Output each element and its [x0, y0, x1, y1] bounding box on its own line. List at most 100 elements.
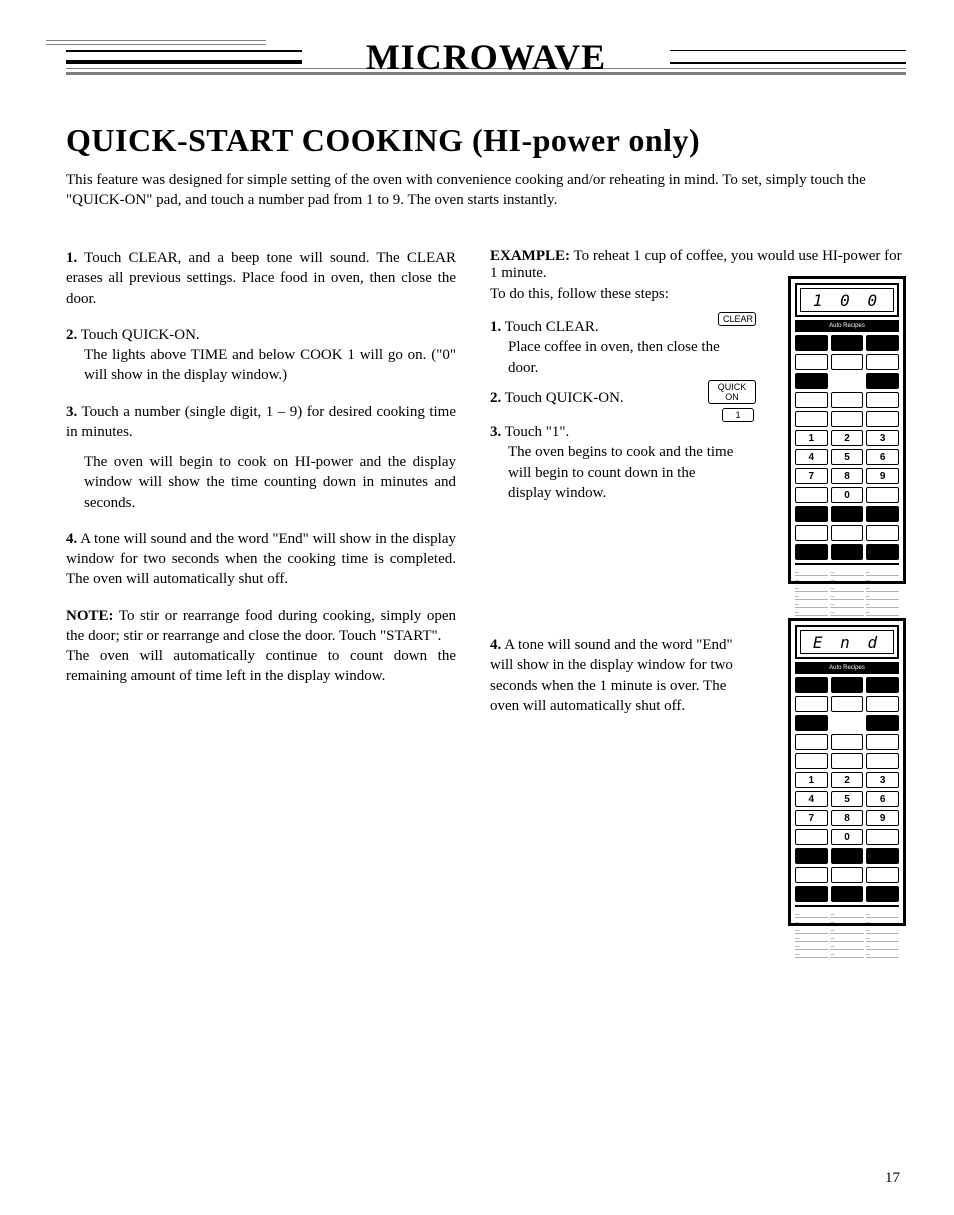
panel-btn [795, 525, 828, 541]
panel-btn [866, 867, 899, 883]
clear-key-icon: CLEAR [718, 312, 756, 326]
step-3-head: Touch a number (single digit, 1 – 9) for… [66, 404, 456, 440]
step-3: 3. Touch a number (single digit, 1 – 9) … [66, 402, 456, 513]
numpad-8: 8 [831, 810, 864, 826]
content-columns: 1. Touch CLEAR, and a beep tone will sou… [66, 248, 906, 726]
step-1: 1. Touch CLEAR, and a beep tone will sou… [66, 248, 456, 309]
right-column: EXAMPLE: To reheat 1 cup of coffee, you … [490, 248, 906, 726]
panel-btn [866, 544, 899, 560]
header-rule [46, 44, 266, 45]
panel-btn [795, 715, 828, 731]
panel-btn [795, 734, 828, 750]
panel-btn [795, 487, 828, 503]
step-4-text: A tone will sound and the word "End" wil… [66, 531, 456, 588]
example-step-4: 4. A tone will sound and the word "End" … [490, 635, 740, 716]
example-step-3: 3. Touch "1". The oven begins to cook an… [490, 422, 740, 503]
quick-on-key-icon: QUICK ON [708, 380, 756, 404]
panel-btn [866, 354, 899, 370]
numpad-6: 6 [866, 791, 899, 807]
panel-btn [831, 354, 864, 370]
numpad-7: 7 [795, 468, 828, 484]
example-label: EXAMPLE: [490, 248, 570, 264]
note-block: NOTE: To stir or rearrange food during c… [66, 606, 456, 687]
panel-btn [866, 335, 899, 351]
step-2-head: Touch QUICK-ON. [81, 327, 200, 343]
note-line2: The oven will automatically continue to … [66, 648, 456, 684]
panel-legend: —————— —————— —————— [795, 563, 899, 616]
panel-btn [795, 506, 828, 522]
panel-btn [795, 753, 828, 769]
numpad-1: 1 [795, 430, 828, 446]
panel-btn [831, 677, 864, 693]
panel-btn [866, 677, 899, 693]
panel-btn [795, 373, 828, 389]
microwave-panel-1: 1 0 0 Auto Recipes 123 456 789 0 —————— … [788, 276, 906, 584]
step-2: 2. Touch QUICK-ON. The lights above TIME… [66, 325, 456, 386]
panel-btn [866, 848, 899, 864]
display-readout-2: E n d [800, 630, 894, 654]
numpad-0: 0 [831, 487, 864, 503]
panel-btn [866, 411, 899, 427]
header-rule [46, 40, 266, 41]
panel-btn [866, 487, 899, 503]
panel-btn [795, 335, 828, 351]
panel-btn [831, 335, 864, 351]
intro-text: This feature was designed for simple set… [66, 171, 886, 210]
r3-head: Touch "1". [505, 424, 570, 440]
display-frame: E n d [795, 625, 899, 659]
panel-btn [795, 886, 828, 902]
example-step-2: 2. Touch QUICK-ON. [490, 388, 740, 408]
left-column: 1. Touch CLEAR, and a beep tone will sou… [66, 248, 456, 726]
page-title: QUICK-START COOKING (HI-power only) [66, 122, 906, 159]
one-key-icon: 1 [722, 408, 754, 422]
panel-btn [795, 829, 828, 845]
panel-btn [795, 411, 828, 427]
panel-btn [831, 734, 864, 750]
panel-btn [831, 886, 864, 902]
panel-btn [831, 506, 864, 522]
panel-btn [866, 753, 899, 769]
numpad-9: 9 [866, 810, 899, 826]
panel-btn [866, 715, 899, 731]
numpad-3: 3 [866, 430, 899, 446]
step-4: 4. A tone will sound and the word "End" … [66, 529, 456, 590]
numpad-1: 1 [795, 772, 828, 788]
header-band: MICROWAVE [66, 30, 906, 86]
panel-btn [831, 848, 864, 864]
r3-body: The oven begins to cook and the time wil… [490, 442, 740, 503]
panel-section-label: Auto Recipes [795, 320, 899, 332]
numpad-9: 9 [866, 468, 899, 484]
panel-btn [866, 525, 899, 541]
numpad-7: 7 [795, 810, 828, 826]
numpad-8: 8 [831, 468, 864, 484]
numpad-0: 0 [831, 829, 864, 845]
panel-btn [831, 696, 864, 712]
example-step-1: 1. Touch CLEAR. Place coffee in oven, th… [490, 317, 740, 378]
panel-btn [866, 506, 899, 522]
note-line1: To stir or rearrange food during cooking… [66, 608, 456, 644]
panel-btn [866, 734, 899, 750]
panel-btn [831, 392, 864, 408]
panel-btn [866, 696, 899, 712]
panel-btn [795, 354, 828, 370]
microwave-panel-2: E n d Auto Recipes 123 456 789 0 —————— … [788, 618, 906, 926]
panel-btn [795, 848, 828, 864]
example-steps: 1. Touch CLEAR. Place coffee in oven, th… [490, 317, 740, 503]
panel-btn [866, 373, 899, 389]
panel-legend: —————— —————— —————— [795, 905, 899, 958]
panel-btn [831, 753, 864, 769]
panel-btn [795, 544, 828, 560]
display-readout-1: 1 0 0 [800, 288, 894, 312]
panel-btn [831, 544, 864, 560]
numpad-3: 3 [866, 772, 899, 788]
panel-btn [866, 392, 899, 408]
step-3-body: The oven will begin to cook on HI-power … [66, 452, 456, 513]
numpad-2: 2 [831, 772, 864, 788]
numpad-5: 5 [831, 449, 864, 465]
panel-btn [831, 411, 864, 427]
panel-btn [795, 392, 828, 408]
header-rule [66, 72, 906, 75]
panel-section-label: Auto Recipes [795, 662, 899, 674]
display-frame: 1 0 0 [795, 283, 899, 317]
r4: A tone will sound and the word "End" wil… [490, 637, 733, 714]
